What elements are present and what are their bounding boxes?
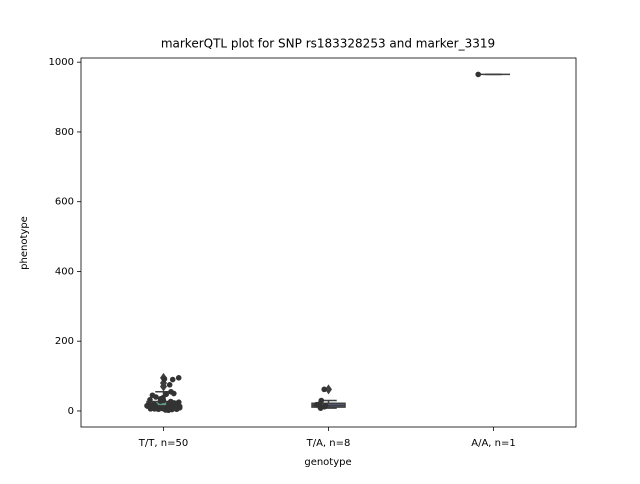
point xyxy=(155,406,162,413)
point xyxy=(317,405,324,411)
point xyxy=(321,386,328,393)
point xyxy=(147,396,153,403)
point xyxy=(153,394,159,400)
y-tick-label: 1000 xyxy=(49,57,74,68)
y-tick-label: 800 xyxy=(55,127,74,138)
point xyxy=(161,376,168,382)
chart-title: markerQTL plot for SNP rs183328253 and m… xyxy=(161,37,495,51)
y-tick-label: 0 xyxy=(68,406,74,417)
point xyxy=(166,381,173,388)
y-tick-label: 400 xyxy=(55,266,74,277)
plot-frame xyxy=(80,57,577,428)
point xyxy=(175,375,182,381)
point xyxy=(169,376,176,383)
y-tick-label: 600 xyxy=(55,197,74,208)
outlier xyxy=(325,384,332,395)
y-axis-label: phenotype xyxy=(19,216,30,270)
point xyxy=(171,390,177,397)
point xyxy=(475,71,482,78)
y-tick-label: 200 xyxy=(55,336,74,347)
point xyxy=(173,406,180,413)
point xyxy=(165,407,172,414)
point xyxy=(147,406,154,412)
x-axis-label: genotype xyxy=(304,457,351,468)
x-tick-label: T/T, n=50 xyxy=(138,438,188,449)
x-tick-label: T/A, n=8 xyxy=(306,438,351,449)
x-tick-label: A/A, n=1 xyxy=(471,438,516,449)
point xyxy=(157,398,164,404)
